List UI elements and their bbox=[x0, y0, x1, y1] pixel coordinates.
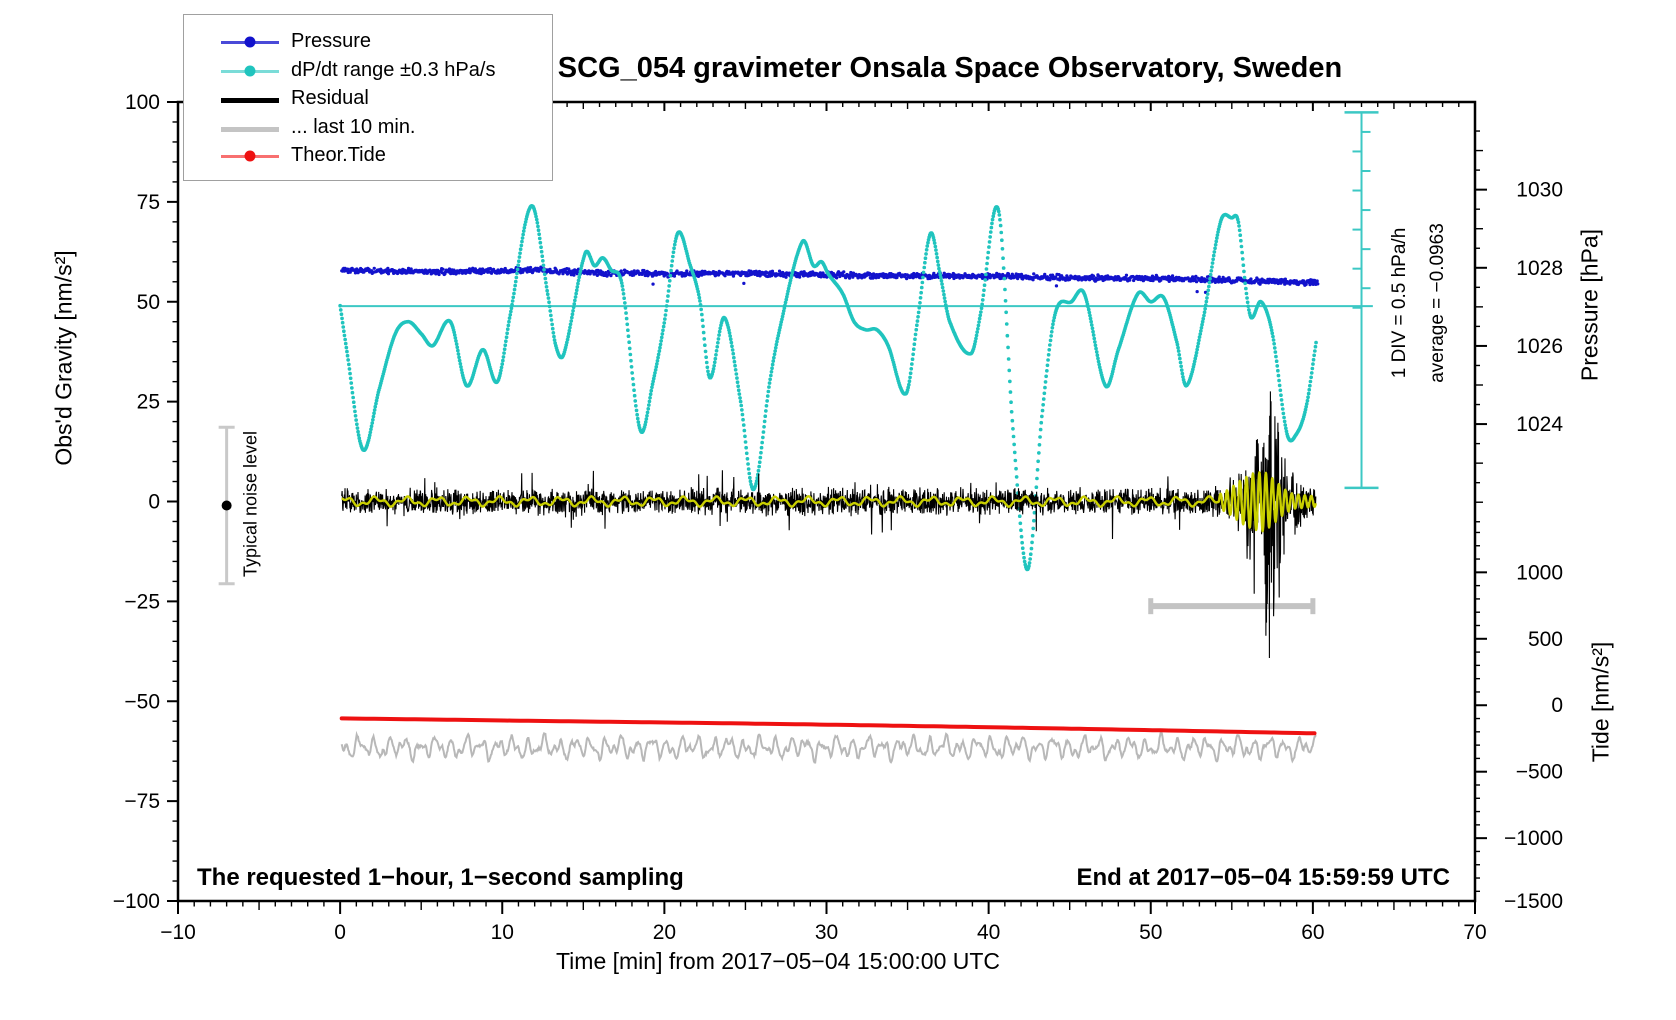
x-tick-label: 10 bbox=[491, 921, 514, 944]
div-scale-note: 1 DIV = 0.5 hPa/h bbox=[1389, 227, 1410, 379]
x-tick-label: 60 bbox=[1301, 921, 1324, 944]
legend-label: Theor.Tide bbox=[291, 144, 386, 167]
legend-label: Pressure bbox=[291, 30, 372, 53]
y-tick-label-left: 75 bbox=[137, 191, 160, 214]
x-tick-label: 20 bbox=[653, 921, 676, 944]
tide-tick-label: −1500 bbox=[1504, 890, 1563, 913]
tide-tick-label: −500 bbox=[1516, 761, 1563, 784]
dpdt-dot-marker bbox=[244, 65, 256, 77]
legend-label: dP/dt range ±0.3 hPa/s bbox=[291, 58, 496, 81]
series-dpdt bbox=[338, 204, 1318, 572]
y-tick-label-left: −100 bbox=[113, 890, 160, 913]
pressure-dot-marker bbox=[244, 36, 256, 48]
x-tick-label: 0 bbox=[334, 921, 346, 944]
legend-label: Residual bbox=[291, 87, 369, 110]
y-tick-label-left: 50 bbox=[137, 291, 160, 314]
legend-label: ... last 10 min. bbox=[291, 115, 416, 138]
x-tick-label: 30 bbox=[815, 921, 838, 944]
y-tick-label-left: −25 bbox=[124, 590, 160, 613]
y-tick-label-left: 100 bbox=[125, 91, 160, 114]
x-axis-title: Time [min] from 2017−05−04 15:00:00 UTC bbox=[555, 948, 1001, 974]
pressure-tick-label: 1028 bbox=[1516, 257, 1563, 280]
y-tick-label-left: 25 bbox=[137, 391, 160, 414]
last10-line-swatch bbox=[221, 126, 279, 132]
tide-tick-label: 500 bbox=[1528, 628, 1563, 651]
series-pressure bbox=[340, 265, 1320, 294]
x-tick-label: 40 bbox=[977, 921, 1000, 944]
y-tick-label-left: −50 bbox=[124, 690, 160, 713]
tide-tick-label: 1000 bbox=[1516, 561, 1563, 584]
y-tick-label-left: 0 bbox=[148, 491, 160, 514]
page-title: SCG_054 gravimeter Onsala Space Observat… bbox=[557, 52, 1343, 84]
pressure-tick-label: 1030 bbox=[1516, 179, 1563, 202]
x-tick-label: 70 bbox=[1463, 921, 1486, 944]
tide-tick-label: 0 bbox=[1551, 694, 1563, 717]
residual-line-swatch bbox=[221, 98, 279, 104]
pressure-tick-label: 1024 bbox=[1516, 413, 1563, 436]
y-tick-label-left: −75 bbox=[124, 790, 160, 813]
series-residual-smooth bbox=[340, 471, 1317, 533]
pressure-axis-title: Pressure [hPa] bbox=[1576, 228, 1603, 382]
typical-noise-level-label: Typical noise level bbox=[240, 430, 261, 578]
x-tick-label: 50 bbox=[1139, 921, 1162, 944]
left-axis-title: Obs'd Gravity [nm/s²] bbox=[50, 250, 77, 466]
series-tide bbox=[339, 716, 1317, 736]
tide-tick-label: −1000 bbox=[1504, 827, 1563, 850]
noise-level-dot bbox=[221, 500, 232, 511]
end-time-note: End at 2017−05−04 15:59:59 UTC bbox=[1076, 864, 1450, 891]
series-last10 bbox=[340, 729, 1317, 764]
tide-dot-marker bbox=[244, 150, 256, 162]
sampling-note: The requested 1−hour, 1−second sampling bbox=[197, 864, 684, 891]
pressure-tick-label: 1026 bbox=[1516, 335, 1563, 358]
average-note: average = −0.0963 bbox=[1427, 223, 1448, 383]
tide-axis-title: Tide [nm/s²] bbox=[1587, 641, 1614, 763]
legend: Pressure dP/dt range ±0.3 hPa/s Residual..… bbox=[183, 14, 553, 181]
series-residual bbox=[341, 391, 1317, 659]
x-tick-label: −10 bbox=[160, 921, 196, 944]
